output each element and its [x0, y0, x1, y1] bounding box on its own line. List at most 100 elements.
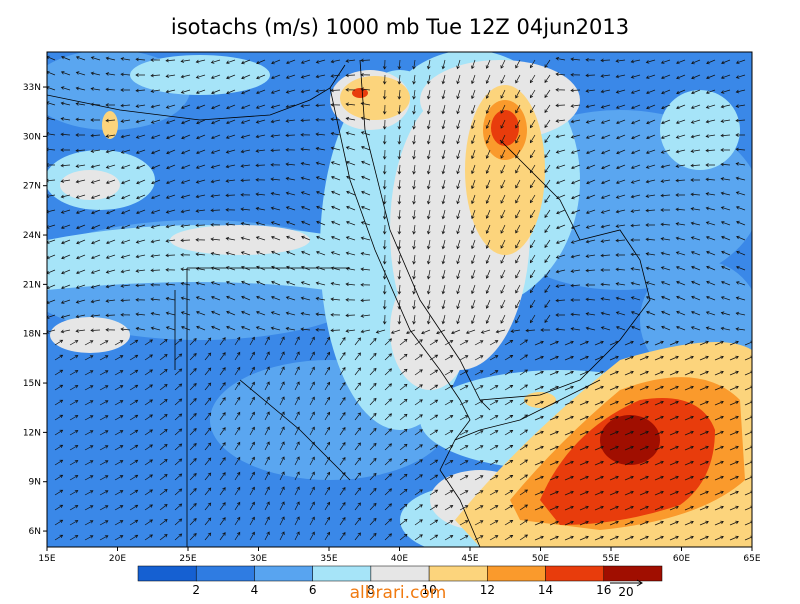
wind-arrow	[60, 299, 71, 304]
wind-arrow	[456, 269, 461, 280]
wind-arrow	[279, 501, 285, 511]
wind-arrow	[300, 311, 311, 316]
y-tick-label: 30N	[23, 132, 41, 142]
wind-arrow	[105, 134, 116, 138]
wind-arrow	[339, 351, 346, 361]
wind-arrow	[624, 535, 634, 541]
wind-arrow	[219, 472, 226, 481]
wind-arrow	[300, 265, 311, 271]
wind-arrow	[534, 505, 544, 511]
wind-arrow	[684, 385, 694, 391]
wind-arrow	[529, 74, 536, 84]
wind-arrow	[474, 430, 484, 436]
wind-arrow	[471, 209, 476, 220]
wind-arrow	[285, 89, 296, 94]
wind-arrow	[204, 337, 212, 346]
wind-arrow	[459, 385, 469, 391]
wind-arrow	[90, 133, 101, 138]
wind-arrow	[549, 400, 559, 406]
wind-arrow	[360, 145, 371, 151]
wind-arrow	[90, 194, 101, 200]
wind-arrow	[675, 251, 686, 256]
wind-arrow	[189, 398, 197, 406]
wind-arrow	[630, 59, 641, 64]
wind-arrow	[255, 163, 266, 168]
wind-arrow	[661, 119, 671, 125]
wind-arrow	[570, 254, 581, 259]
wind-arrow	[219, 532, 226, 541]
wind-arrow	[397, 299, 402, 310]
wind-arrow	[165, 267, 176, 272]
wind-arrow	[570, 134, 581, 139]
wind-arrow	[195, 164, 206, 169]
wind-arrow	[544, 74, 551, 84]
wind-arrow	[399, 398, 408, 406]
wind-arrow	[105, 103, 116, 107]
wind-arrow	[150, 119, 161, 124]
wind-arrow	[60, 179, 71, 183]
wind-arrow	[225, 179, 236, 183]
wind-arrow	[426, 194, 431, 205]
wind-arrow	[129, 474, 139, 481]
wind-arrow	[90, 254, 101, 260]
wind-arrow	[669, 535, 679, 541]
wind-arrow	[54, 534, 64, 541]
wind-arrow	[226, 74, 236, 80]
wind-arrow	[174, 473, 183, 481]
wind-arrow	[382, 194, 387, 205]
wind-arrow	[444, 490, 454, 496]
wind-arrow	[405, 329, 416, 335]
wind-arrow	[515, 269, 521, 279]
wind-arrow	[660, 237, 671, 241]
wind-arrow	[204, 412, 212, 421]
wind-arrow	[309, 501, 315, 511]
wind-arrow	[690, 221, 701, 226]
wind-arrow	[330, 117, 341, 122]
wind-arrow	[270, 177, 281, 182]
wind-arrow	[579, 460, 589, 466]
wind-arrow	[361, 175, 371, 181]
wind-arrow	[144, 534, 153, 541]
wind-arrow	[60, 329, 71, 334]
wind-arrow	[609, 370, 619, 376]
wind-arrow	[69, 490, 79, 496]
wind-arrow	[720, 74, 731, 80]
wind-arrow	[60, 194, 71, 199]
wind-arrow	[159, 399, 168, 406]
wind-arrow	[345, 131, 356, 136]
wind-arrow	[286, 250, 296, 256]
wind-arrow	[324, 441, 330, 451]
wind-arrow	[384, 473, 393, 481]
wind-arrow	[471, 164, 476, 175]
wind-arrow	[150, 194, 161, 200]
wind-arrow	[444, 535, 454, 541]
wind-arrow	[585, 119, 596, 124]
wind-arrow	[84, 520, 94, 526]
wind-arrow	[645, 164, 656, 169]
wind-arrow	[384, 458, 393, 466]
wind-arrow	[399, 428, 408, 436]
wind-arrow	[436, 329, 446, 335]
wind-arrow	[90, 71, 101, 76]
wind-arrow	[444, 460, 454, 466]
wind-arrow	[570, 119, 581, 124]
wind-arrow	[471, 239, 476, 250]
wind-arrow	[397, 134, 402, 145]
wind-arrow	[120, 327, 131, 332]
wind-arrow	[330, 74, 341, 78]
wind-arrow	[549, 475, 559, 481]
wind-arrow	[504, 414, 514, 421]
wind-arrow	[534, 415, 544, 421]
wind-arrow	[654, 475, 664, 481]
wind-arrow	[660, 193, 671, 198]
wind-arrow	[459, 460, 469, 466]
wind-arrow	[414, 459, 423, 466]
wind-arrow	[676, 104, 686, 110]
wind-arrow	[515, 119, 521, 129]
wind-arrow	[441, 89, 446, 100]
wind-arrow	[549, 430, 559, 436]
wind-arrow	[294, 501, 300, 511]
wind-arrow	[451, 329, 461, 335]
wind-arrow	[645, 266, 656, 271]
wind-arrow	[412, 269, 416, 280]
